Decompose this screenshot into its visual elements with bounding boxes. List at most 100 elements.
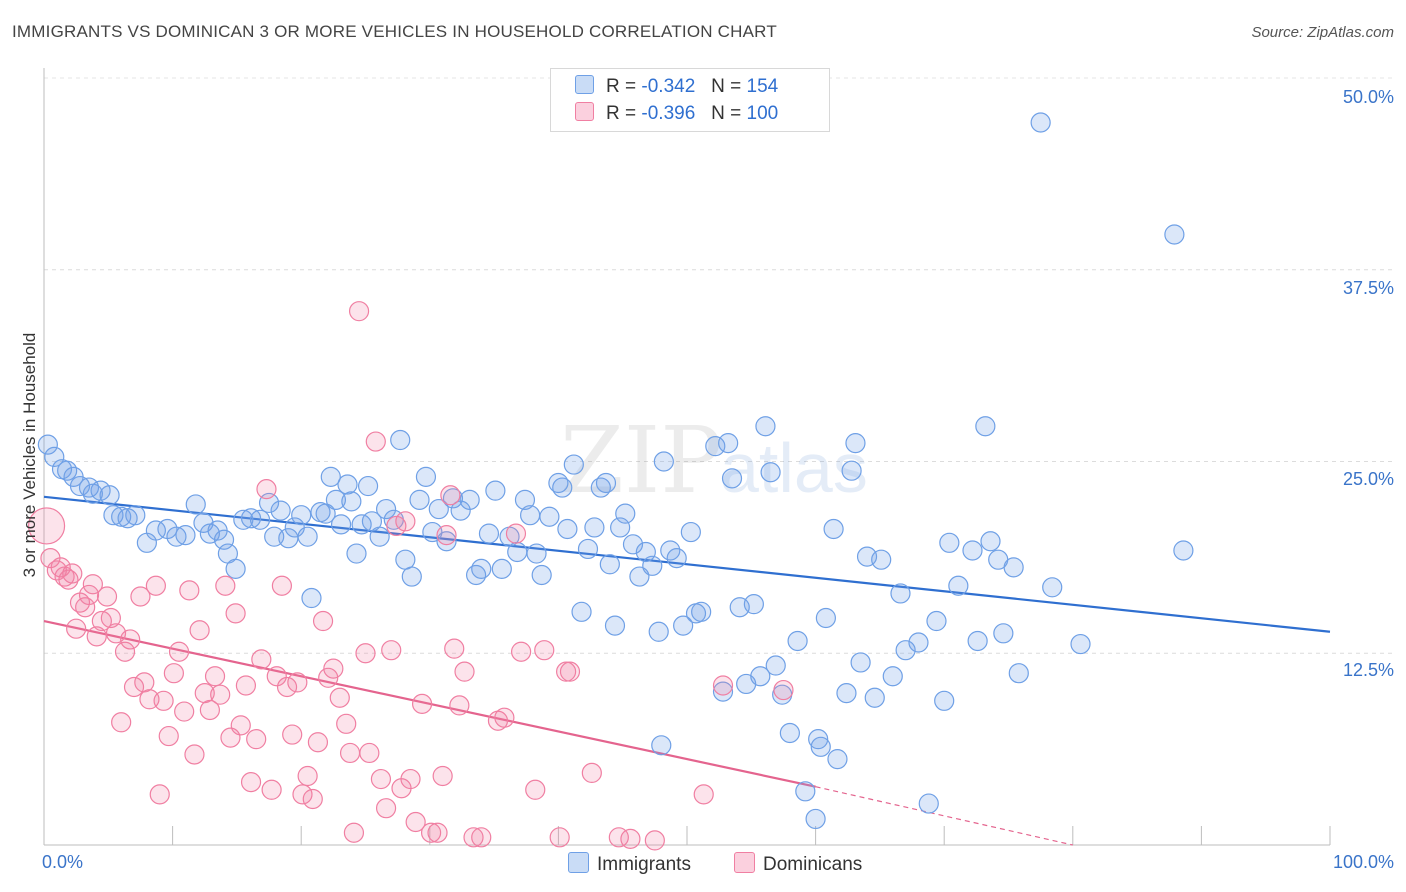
immigrants-point [948, 575, 969, 596]
dominicans-point [525, 779, 546, 800]
immigrants-point [301, 587, 322, 609]
dominicans-point [395, 511, 416, 532]
immigrants-point [604, 615, 626, 636]
immigrants-point [90, 480, 111, 501]
dominicans-point [534, 640, 555, 661]
legend-r-value: -0.396 [641, 103, 696, 124]
immigrants-point [890, 583, 911, 604]
dominicans-point [343, 822, 365, 843]
immigrants-point [841, 460, 862, 481]
dominicans-point [444, 638, 465, 659]
immigrants-point [175, 525, 196, 546]
immigrants-point [939, 532, 960, 553]
immigrants-point [1003, 557, 1024, 578]
immigrants-point [810, 736, 831, 757]
immigrants-point [341, 491, 362, 512]
immigrants-point [823, 518, 844, 540]
immigrants-point [918, 793, 939, 814]
dominicans-point [549, 827, 570, 848]
dominicans-trend-line [43, 619, 816, 788]
dominicans-point [427, 822, 448, 843]
dominicans-point [494, 707, 515, 728]
immigrants-point [615, 503, 636, 524]
dominicans-point [96, 586, 118, 607]
immigrants-point [895, 640, 916, 661]
dominicans-point [471, 827, 492, 848]
dominicans-point [86, 626, 107, 647]
dominicans-point [149, 784, 170, 805]
dominicans-point [114, 641, 136, 662]
immigrants-point [357, 475, 379, 497]
dominicans-point [297, 765, 318, 787]
immigrants-point [563, 454, 584, 475]
y-axis-title: 3 or more Vehicles in Household [20, 332, 39, 578]
immigrants-point [325, 489, 347, 510]
immigrants-trend-line [43, 495, 1331, 633]
immigrants-point [673, 615, 694, 636]
chart-title: IMMIGRANTS VS DOMINICAN 3 OR MORE VEHICL… [12, 22, 777, 41]
axes [43, 68, 1331, 846]
dominicans-point [256, 479, 277, 500]
legend-n-label: N = [711, 103, 742, 124]
immigrants-point [584, 517, 605, 538]
immigrants-point [864, 687, 885, 708]
dominicans-point [620, 828, 641, 849]
immigrants-point [934, 690, 955, 711]
immigrants-point [428, 498, 449, 520]
watermark: ZIP atlas [560, 407, 868, 514]
immigrants-point [249, 509, 271, 530]
immigrants-point [1164, 224, 1185, 245]
watermark-zip: ZIP [560, 407, 722, 514]
immigrants-point [415, 466, 437, 487]
dominicans-point [292, 784, 313, 805]
immigrants-point [755, 416, 776, 437]
immigrants-point [760, 462, 781, 483]
immigrants-point [805, 808, 826, 830]
dominicans-point [145, 575, 166, 596]
immigrants-point [691, 601, 712, 622]
immigrants-point [850, 652, 871, 673]
dominicans-point [230, 715, 251, 736]
immigrants-point [808, 729, 829, 750]
dominicans-point [381, 640, 402, 661]
y-tick-label: 37.5% [1342, 278, 1394, 298]
y-tick-label: 25.0% [1342, 469, 1394, 489]
dominicans-point [246, 729, 267, 750]
bottom-legend-immigrants: Immigrants [568, 852, 691, 876]
immigrants-point [926, 610, 947, 632]
dominicans-point [329, 687, 350, 708]
dominicans-point [123, 676, 145, 698]
dominicans-point [251, 649, 272, 670]
dominicans-point [420, 822, 442, 843]
immigrants-point [827, 748, 848, 770]
immigrants-point [882, 666, 903, 687]
dominicans-point [359, 742, 380, 764]
dominicans-point [235, 675, 257, 696]
legend-row-dominicans: R = -0.396 N = 100 [575, 102, 778, 126]
dominicans-point [158, 725, 179, 747]
dominicans-trend-extension [815, 786, 1073, 846]
dominicans-point [773, 679, 794, 701]
dominicans-point [386, 515, 407, 537]
immigrants-point [871, 549, 892, 570]
dominicans-point [82, 574, 103, 595]
immigrants-point [1070, 633, 1091, 655]
dominicans-point [184, 744, 205, 765]
legend-swatch-dominicans [575, 102, 594, 121]
immigrants-point [346, 543, 367, 564]
y-tick-label: 50.0% [1342, 87, 1394, 107]
dominicans-point [405, 811, 426, 833]
immigrants-point [642, 555, 663, 576]
immigrants-point [577, 538, 599, 560]
immigrants-point [980, 531, 1001, 552]
dominicans-point [134, 672, 155, 693]
legend-r-label: R = [606, 103, 637, 124]
watermark-atlas: atlas [720, 429, 868, 507]
immigrants-point [680, 521, 701, 543]
immigrants-point [395, 549, 416, 570]
immigrants-point [743, 594, 764, 615]
legend-r-value: -0.342 [641, 76, 696, 97]
immigrants-point [375, 498, 397, 520]
dominicans-point [58, 569, 79, 590]
dominicans-point [62, 563, 83, 584]
